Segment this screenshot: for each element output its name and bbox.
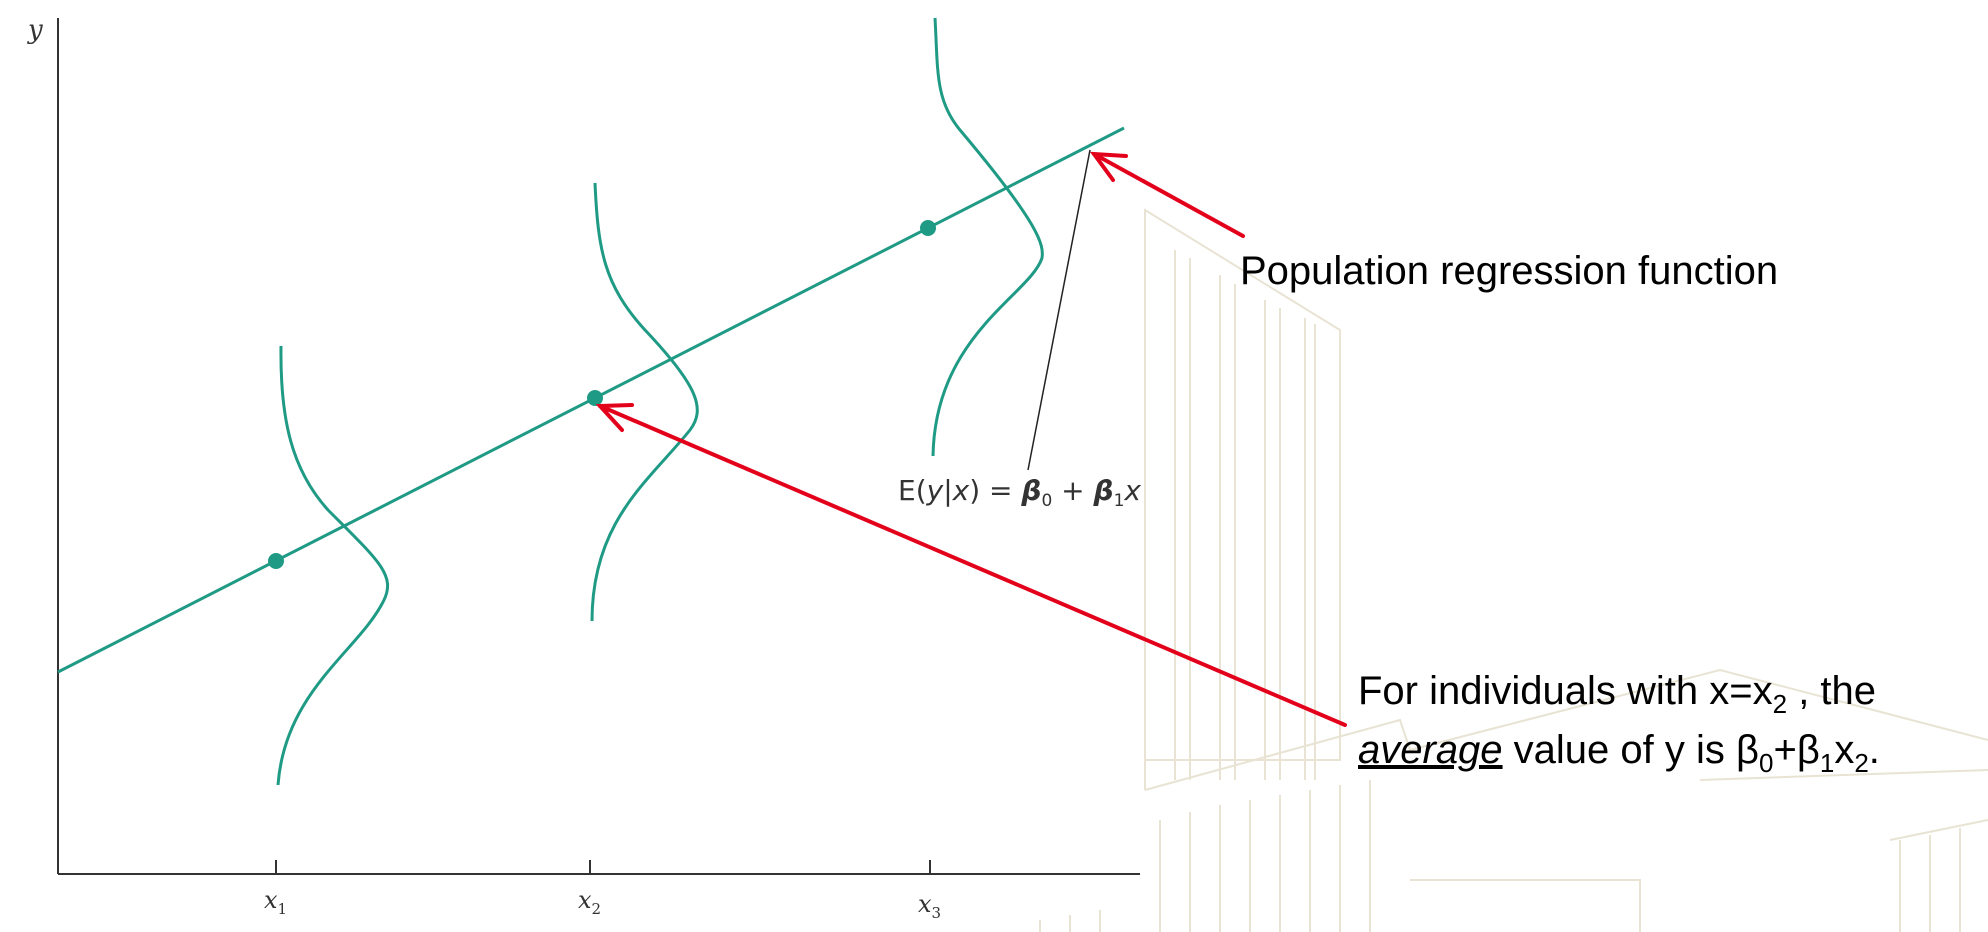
arrow-to-mean-x2 (595, 403, 1347, 727)
mean-point-x1 (268, 553, 284, 569)
x-tick-label-3: x3 (918, 890, 941, 922)
distribution-curve-x3 (931, 17, 1044, 457)
average-annotation: For individuals with x=x2 , the average … (1358, 668, 1880, 786)
average-emphasis: average (1358, 728, 1503, 772)
distribution-curve-x2 (590, 182, 699, 622)
y-axis-label: y (27, 15, 43, 45)
mean-point-x2 (587, 390, 603, 406)
watermark-building (1039, 208, 1988, 932)
average-annotation-line-2: average value of y is β0+β1x2. (1358, 728, 1880, 778)
mean-point-x3 (920, 220, 936, 236)
average-annotation-line-1: For individuals with x=x2 , the (1358, 669, 1877, 719)
regression-formula: E(y|x) = β0 + β1x (898, 474, 1141, 511)
arrow-to-prf (1089, 151, 1245, 238)
x-tick-label-2: x2 (578, 886, 601, 918)
distribution-curve-x1 (276, 345, 389, 786)
prf-annotation: Population regression function (1240, 249, 1779, 293)
x-tick-label-1: x1 (264, 886, 287, 918)
formula-leader-line (1027, 149, 1091, 471)
